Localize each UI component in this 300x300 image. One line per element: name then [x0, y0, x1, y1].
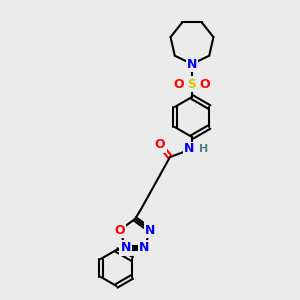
Text: O: O — [115, 224, 125, 237]
Text: N: N — [187, 58, 197, 70]
Text: N: N — [139, 242, 150, 254]
Text: H: H — [199, 144, 208, 154]
Text: N: N — [120, 242, 131, 254]
Text: N: N — [184, 142, 194, 155]
Text: S: S — [188, 77, 196, 91]
Text: O: O — [155, 139, 165, 152]
Text: N: N — [145, 224, 155, 237]
Text: O: O — [200, 77, 210, 91]
Text: O: O — [174, 77, 184, 91]
